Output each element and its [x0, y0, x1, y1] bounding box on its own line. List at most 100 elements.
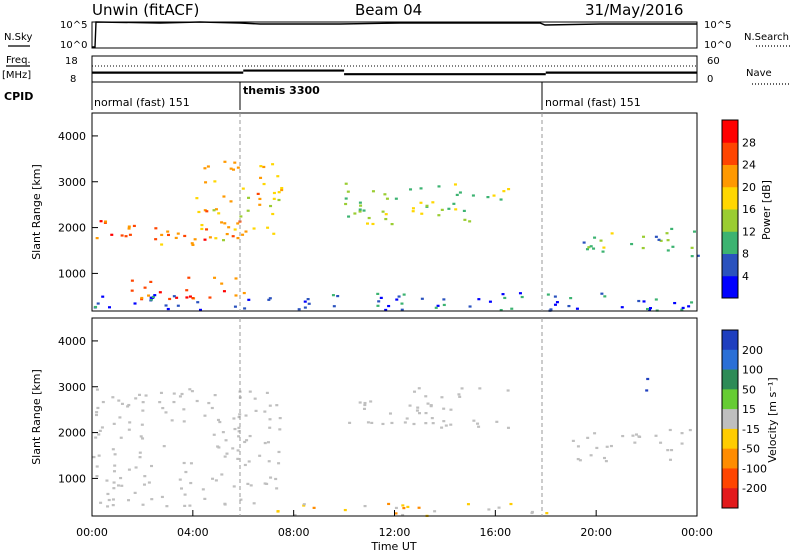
power-cell: [641, 246, 645, 250]
power-cell: [267, 298, 271, 301]
y-tick-label: 3000: [58, 176, 86, 189]
velocity-cell: [113, 464, 117, 467]
velocity-cell: [183, 504, 187, 508]
velocity-cell: [495, 420, 499, 423]
nsearch-tick-high: 10^5: [704, 20, 731, 31]
power-cell: [280, 188, 284, 192]
power-cell: [453, 183, 457, 186]
power-cell: [593, 236, 597, 239]
power-cell: [154, 238, 158, 241]
velocity-cell: [223, 455, 227, 458]
power-cell: [419, 187, 423, 190]
power-cell: [665, 232, 669, 235]
velocity-cell: [472, 419, 476, 422]
velocity-cell: [343, 508, 347, 512]
velocity-cell: [179, 487, 183, 490]
velocity-cell: [358, 401, 362, 404]
power-cell: [376, 304, 380, 307]
velocity-cell: [95, 411, 99, 414]
velocity-cell: [111, 504, 115, 507]
velocity-cell: [216, 418, 220, 422]
power-cell: [147, 294, 151, 297]
power-cell: [140, 296, 144, 300]
cpid-segment-3: normal (fast) 151: [545, 96, 641, 109]
power-cell: [205, 210, 209, 213]
power-cell: [236, 166, 240, 169]
velocity-cell: [477, 425, 481, 428]
power-cell: [185, 289, 189, 292]
velocity-cell: [170, 419, 174, 422]
velocity-cell: [127, 403, 131, 407]
power-cell: [176, 232, 180, 235]
velocity-cell: [218, 420, 222, 424]
velocity-cell: [150, 498, 154, 501]
power-cell: [645, 307, 649, 311]
power-cell: [225, 232, 229, 236]
velocity-y-ticks: 1000 2000 3000 4000: [58, 335, 98, 485]
power-cell: [187, 276, 191, 279]
velocity-cell: [220, 473, 224, 476]
power-cell: [303, 306, 307, 309]
velocity-cell: [237, 415, 241, 419]
velocity-cell: [237, 430, 241, 433]
power-cell: [601, 250, 605, 253]
velocity-cell: [578, 459, 582, 462]
power-cell: [462, 209, 466, 213]
velocity-cell: [460, 387, 464, 390]
power-cell: [220, 282, 224, 285]
velocity-cell: [265, 482, 269, 486]
velocity-cell: [430, 417, 434, 420]
power-cell: [185, 296, 189, 299]
power-cell: [468, 220, 472, 223]
power-cell: [458, 191, 462, 194]
power-cell: [262, 182, 266, 186]
power-cell: [520, 295, 524, 299]
velocity-data-layer: [92, 377, 692, 518]
velocity-cell: [140, 423, 144, 426]
y-tick-label: 4000: [58, 335, 86, 348]
velocity-cell: [277, 450, 281, 454]
cbar-tick-label: 8: [742, 248, 749, 261]
velocity-cell: [402, 506, 406, 510]
velocity-cell: [141, 503, 145, 506]
power-cell: [499, 308, 503, 312]
power-cell: [143, 286, 147, 289]
velocity-cell: [126, 405, 130, 408]
power-cell: [140, 298, 144, 301]
power-cell: [681, 306, 685, 310]
velocity-cell: [387, 502, 391, 506]
power-cell: [654, 298, 658, 301]
power-cell: [277, 198, 281, 202]
power-cell: [175, 296, 179, 299]
power-cell: [217, 212, 221, 215]
velocity-cell: [263, 410, 267, 413]
velocity-cell: [117, 399, 121, 402]
power-cell: [229, 167, 233, 170]
power-cell: [103, 221, 107, 224]
power-cell: [358, 208, 362, 211]
power-cell: [96, 302, 100, 305]
power-cell: [692, 230, 696, 233]
velocity-cbar-swatches: [722, 330, 738, 509]
velocity-cell: [275, 404, 279, 407]
velocity-cell: [302, 503, 306, 506]
power-cell: [602, 246, 606, 249]
velocity-cell: [362, 407, 366, 411]
velocity-cell: [203, 414, 207, 417]
power-cell: [151, 295, 155, 299]
velocity-cell: [680, 432, 684, 435]
nsky-tick-high: 10^5: [60, 20, 87, 31]
velocity-cell: [210, 406, 214, 410]
power-cell: [359, 204, 363, 207]
power-cell: [236, 236, 240, 240]
velocity-cell: [212, 433, 216, 436]
power-cell: [127, 225, 131, 228]
power-cell: [233, 228, 237, 231]
velocity-colorbar: 200 100 50 15 -15 -50 -100 -200 Velocity [m s⁻¹…: [721, 329, 779, 509]
power-cell: [582, 241, 586, 244]
velocity-cell: [189, 462, 193, 465]
power-cell: [307, 302, 311, 305]
power-cell: [569, 297, 573, 300]
freq-tick-low: 8: [70, 74, 76, 85]
power-cell: [239, 215, 243, 218]
